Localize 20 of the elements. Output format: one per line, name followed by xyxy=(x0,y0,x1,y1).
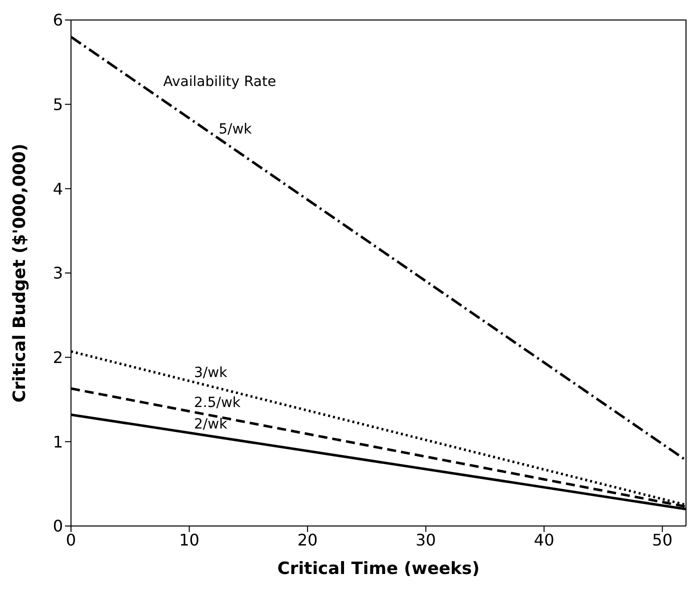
series-label: 2.5/wk xyxy=(194,395,242,412)
x-tick-label: 50 xyxy=(652,530,673,550)
x-tick-label: 0 xyxy=(66,530,76,550)
x-tick-label: 20 xyxy=(297,530,318,550)
x-axis-title: Critical Time (weeks) xyxy=(277,559,480,579)
annotation: Availability Rate xyxy=(163,74,276,90)
series-label: 3/wk xyxy=(194,365,228,382)
y-axis-title: Critical Budget ($'000,000) xyxy=(10,144,30,402)
x-tick-label: 40 xyxy=(534,530,554,550)
y-tick-label: 4 xyxy=(52,179,63,198)
y-tick-label: 5 xyxy=(52,95,63,114)
series-label: 2/wk xyxy=(194,416,228,433)
x-tick-label: 10 xyxy=(179,530,200,550)
series-label: 5/wk xyxy=(218,121,253,138)
y-tick-label: 0 xyxy=(52,516,63,536)
x-tick-label: 30 xyxy=(416,530,436,550)
y-tick-label: 6 xyxy=(52,10,63,30)
y-tick-label: 2 xyxy=(52,348,63,368)
y-tick-label: 1 xyxy=(52,432,63,452)
y-tick-label: 3 xyxy=(52,264,63,283)
